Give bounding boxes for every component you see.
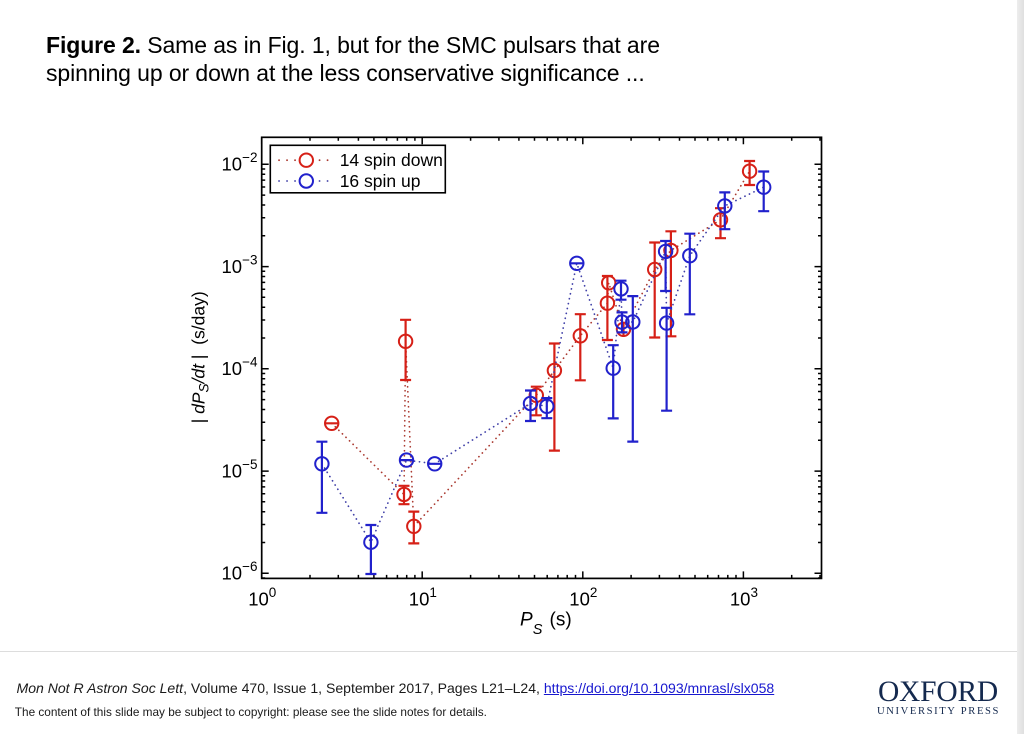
- svg-text:103: 103: [730, 585, 758, 610]
- svg-text:PS: PS: [520, 610, 543, 639]
- svg-text:10−3: 10−3: [222, 252, 258, 277]
- svg-text:102: 102: [569, 585, 597, 610]
- svg-text:| dPS/dt | (s/day): | dPS/dt | (s/day): [189, 291, 212, 423]
- svg-text:14 spin down: 14 spin down: [340, 150, 443, 170]
- svg-text:100: 100: [248, 585, 276, 610]
- svg-text:10−6: 10−6: [222, 559, 258, 584]
- svg-text:10−4: 10−4: [222, 355, 258, 380]
- svg-text:10−5: 10−5: [222, 457, 258, 482]
- svg-text:101: 101: [409, 585, 437, 610]
- svg-text:(s): (s): [550, 610, 572, 631]
- svg-text:16 spin up: 16 spin up: [340, 171, 421, 191]
- svg-text:10−2: 10−2: [222, 150, 258, 175]
